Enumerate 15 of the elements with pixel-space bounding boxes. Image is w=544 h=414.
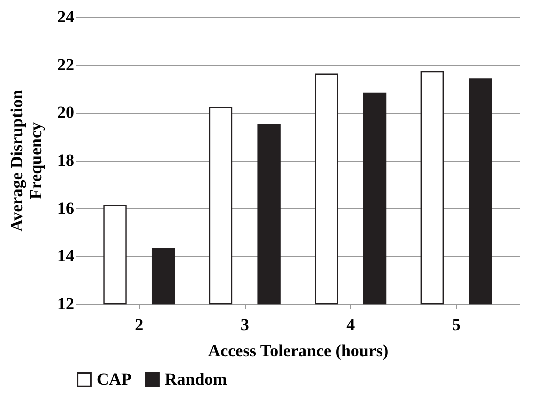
y-tick-label: 12: [58, 294, 74, 314]
y-axis-title: Average Disruption Frequency: [8, 90, 46, 232]
legend-label: Random: [165, 370, 228, 389]
legend-label: CAP: [97, 370, 132, 389]
y-tick-label: 24: [58, 8, 75, 26]
x-axis-title: Access Tolerance (hours): [208, 342, 389, 360]
y-tick-label: 14: [58, 246, 75, 266]
y-tick-label: 18: [58, 151, 74, 170]
x-tick-label: 5: [452, 316, 461, 334]
y-tick-label: 20: [58, 103, 74, 122]
x-tick-label: 4: [346, 316, 356, 334]
y-tick-label: 22: [58, 55, 74, 74]
x-tick-label: 3: [240, 316, 250, 334]
y-tick-label: 16: [58, 198, 74, 218]
x-tick-label: 2: [135, 316, 144, 334]
